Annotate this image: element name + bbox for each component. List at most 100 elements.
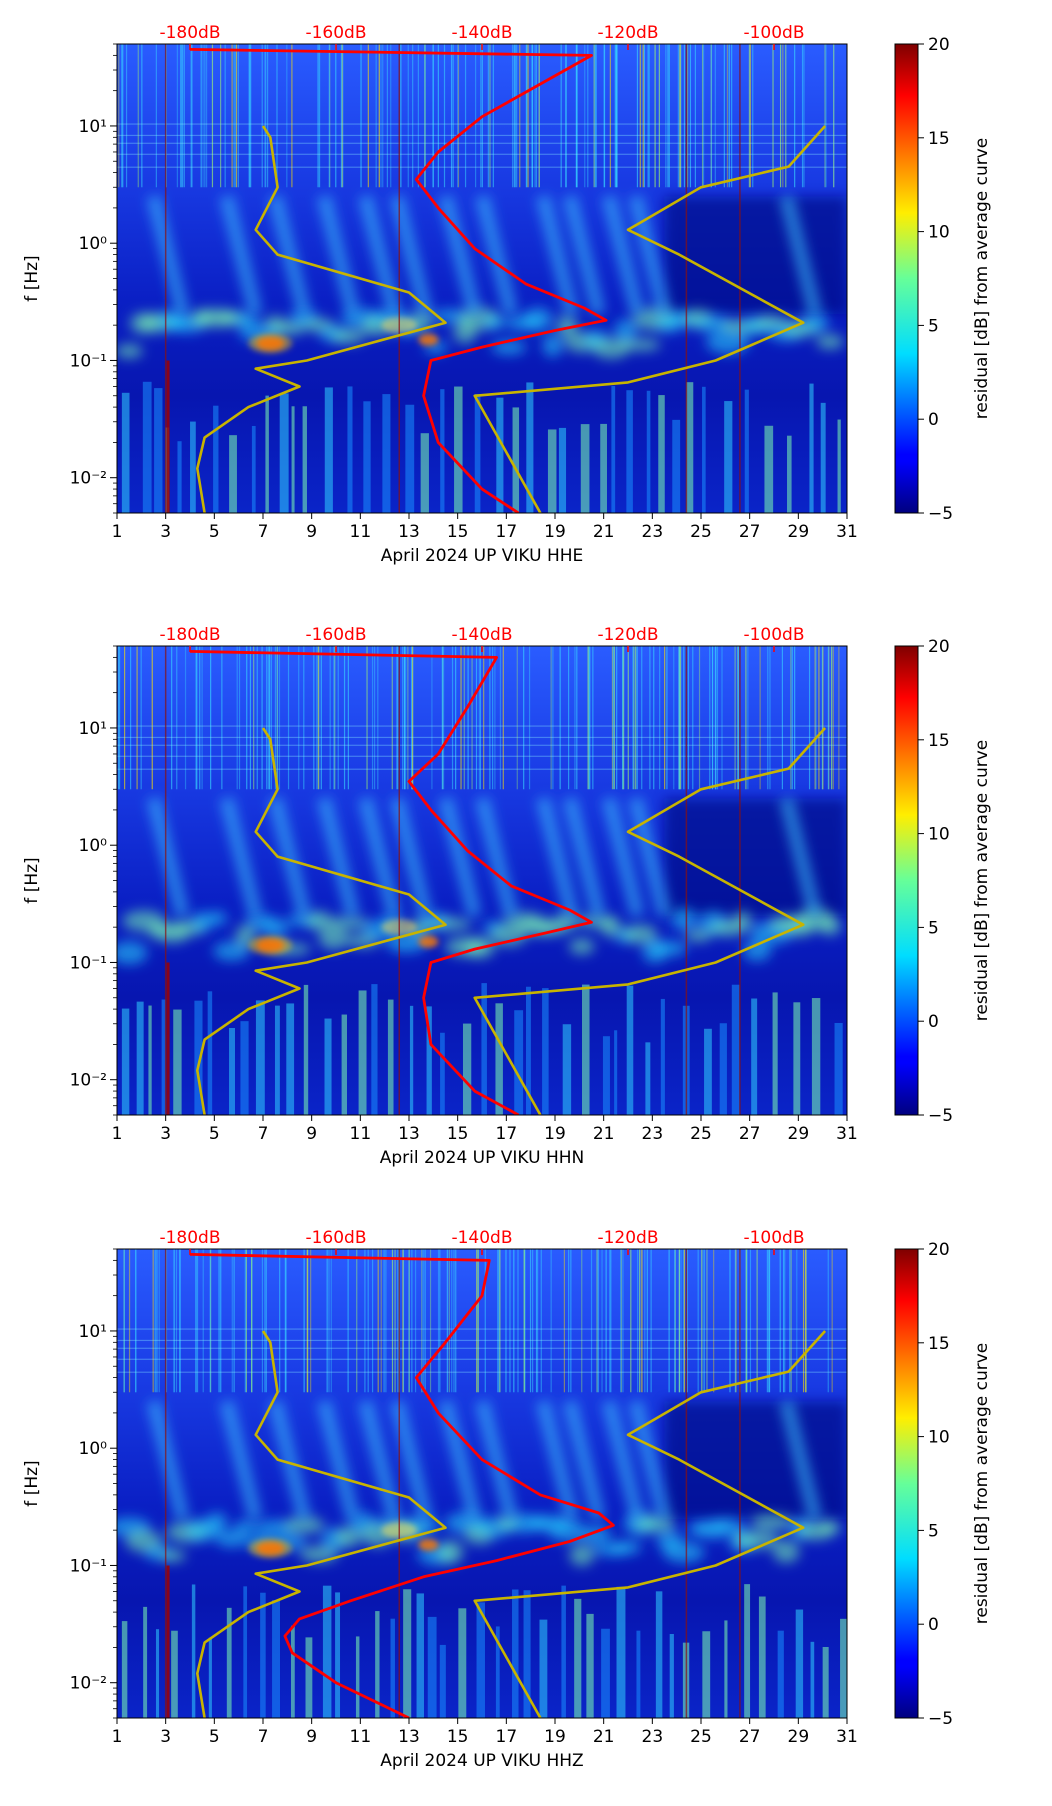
highfreq-line bbox=[202, 44, 204, 188]
highfreq-line bbox=[537, 1249, 539, 1393]
x-tick-label: 5 bbox=[209, 522, 220, 542]
storm-streak bbox=[219, 194, 263, 316]
lowfreq-bar bbox=[136, 1001, 144, 1115]
storm-streak bbox=[268, 796, 312, 918]
x-tick-label: 7 bbox=[258, 1727, 269, 1747]
lowfreq-bar bbox=[229, 1027, 235, 1115]
highfreq-line bbox=[347, 1249, 349, 1393]
highfreq-line bbox=[529, 1249, 532, 1393]
energy-blob bbox=[801, 313, 829, 332]
highfreq-line bbox=[827, 646, 829, 790]
highfreq-line bbox=[489, 44, 491, 188]
highfreq-line bbox=[480, 44, 482, 188]
highfreq-line bbox=[256, 646, 258, 790]
x-tick-label: 9 bbox=[306, 522, 317, 542]
highfreq-line bbox=[594, 44, 596, 188]
lowfreq-bar bbox=[558, 427, 567, 513]
highfreq-line bbox=[457, 44, 459, 188]
energy-blob bbox=[215, 1529, 248, 1548]
highfreq-line bbox=[122, 44, 124, 188]
highfreq-line bbox=[726, 44, 729, 188]
lowfreq-bar bbox=[811, 998, 821, 1115]
energy-blob bbox=[735, 1531, 779, 1550]
lowfreq-bar bbox=[495, 1003, 503, 1115]
storm-streak bbox=[317, 194, 360, 316]
highfreq-line bbox=[785, 44, 787, 188]
highfreq-line bbox=[437, 44, 439, 188]
highfreq-line bbox=[689, 44, 692, 188]
energy-blob bbox=[651, 940, 688, 957]
db-tick-label: -180dB bbox=[159, 625, 220, 645]
highfreq-line bbox=[523, 646, 525, 790]
highfreq-line bbox=[446, 1249, 448, 1393]
highfreq-line bbox=[492, 646, 494, 790]
highfreq-line bbox=[455, 1249, 457, 1393]
highfreq-line bbox=[424, 44, 426, 188]
highfreq-line bbox=[367, 1249, 369, 1393]
energy-blob bbox=[330, 329, 366, 344]
energy-blob bbox=[663, 1541, 705, 1564]
highfreq-line bbox=[632, 646, 634, 790]
highfreq-line bbox=[782, 44, 784, 188]
storm-streak bbox=[536, 796, 579, 918]
storm-streak bbox=[562, 1399, 606, 1521]
y-axis-label: f [Hz] bbox=[22, 255, 42, 301]
x-tick-label: 5 bbox=[209, 1727, 220, 1747]
y-tick-label: 10⁻¹ bbox=[70, 351, 107, 371]
lowfreq-bar bbox=[274, 1005, 280, 1115]
lowfreq-bar bbox=[658, 395, 665, 513]
highfreq-line bbox=[231, 44, 233, 188]
highfreq-line bbox=[714, 646, 716, 790]
highfreq-line bbox=[614, 44, 616, 188]
lowfreq-bar bbox=[772, 992, 778, 1115]
highfreq-line bbox=[204, 44, 206, 188]
highfreq-line bbox=[202, 1249, 204, 1393]
colorbar-gradient bbox=[894, 645, 919, 1116]
storm-streak bbox=[601, 796, 645, 918]
y-tick-label: 10¹ bbox=[79, 1322, 107, 1342]
highfreq-line bbox=[326, 1249, 328, 1393]
storm-streak bbox=[219, 1399, 263, 1521]
highfreq-line bbox=[442, 646, 445, 790]
highfreq-line bbox=[749, 44, 751, 188]
highfreq-line bbox=[135, 1249, 137, 1393]
highfreq-line bbox=[407, 646, 409, 790]
highfreq-line bbox=[244, 1249, 246, 1393]
highfreq-line bbox=[196, 646, 198, 790]
lowfreq-bar bbox=[416, 1593, 424, 1718]
lowfreq-bar bbox=[251, 425, 256, 513]
highfreq-line bbox=[574, 646, 576, 790]
storm-streak bbox=[146, 1399, 190, 1521]
storm-streak bbox=[317, 796, 360, 918]
highfreq-line bbox=[818, 646, 820, 790]
highfreq-line bbox=[703, 1249, 705, 1393]
highfreq-line bbox=[815, 646, 817, 790]
lowfreq-bar bbox=[542, 988, 549, 1115]
lowfreq-bar bbox=[143, 1606, 148, 1718]
colorbar-tick-label: 15 bbox=[928, 1334, 950, 1354]
lowfreq-bar bbox=[302, 406, 307, 513]
lowfreq-bar bbox=[171, 1630, 178, 1718]
highfreq-line bbox=[279, 1249, 281, 1393]
storm-streak bbox=[628, 796, 672, 918]
highfreq-line bbox=[191, 44, 193, 188]
highfreq-line bbox=[382, 44, 384, 188]
lowfreq-bar bbox=[793, 1002, 801, 1115]
storm-streak bbox=[601, 1399, 645, 1521]
highfreq-line bbox=[779, 44, 782, 188]
y-tick-label: 10⁻¹ bbox=[70, 1556, 107, 1576]
lowfreq-bar bbox=[626, 985, 634, 1115]
highfreq-line bbox=[749, 1249, 752, 1393]
highfreq-line bbox=[592, 646, 594, 790]
highfreq-line bbox=[220, 44, 222, 188]
highfreq-line bbox=[509, 1249, 511, 1393]
energy-blob bbox=[556, 314, 578, 338]
highfreq-line bbox=[190, 44, 192, 188]
energy-blob bbox=[732, 911, 753, 930]
highfreq-line bbox=[680, 1249, 682, 1393]
energy-blob bbox=[581, 1525, 612, 1545]
energy-blob bbox=[523, 307, 553, 331]
highfreq-line bbox=[396, 646, 398, 790]
highfreq-line bbox=[723, 44, 725, 188]
